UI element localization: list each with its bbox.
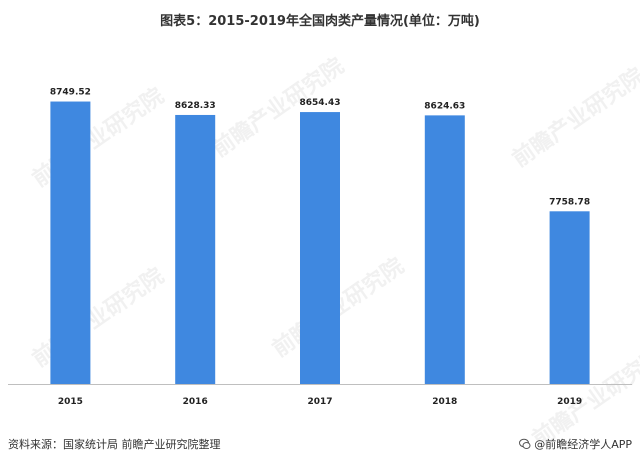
bars-group (50, 101, 590, 385)
x-tick-2016: 2016 (183, 397, 208, 407)
value-label-2019: 7758.78 (549, 197, 590, 207)
brand-footer: @前瞻经济学人APP (519, 436, 632, 452)
x-tick-2018: 2018 (432, 397, 457, 407)
bar-2018 (424, 115, 465, 385)
x-tick-2017: 2017 (307, 397, 332, 407)
bar-2017 (300, 112, 340, 384)
value-label-2016: 8628.33 (175, 101, 216, 111)
source-note: 资料来源：国家统计局 前瞻产业研究院整理 (8, 438, 221, 451)
x-tick-2019: 2019 (557, 397, 582, 407)
brand-label: @前瞻经济学人APP (534, 438, 632, 451)
chart-title: 图表5：2015-2019年全国肉类产量情况(单位：万吨) (160, 14, 480, 29)
bar-2015 (50, 101, 91, 385)
value-label-2017: 8654.43 (300, 98, 341, 108)
value-label-2018: 8624.63 (424, 101, 465, 111)
value-labels-group: 8749.52 8628.33 8654.43 8624.63 7758.78 (50, 88, 590, 208)
value-label-2015: 8749.52 (50, 88, 91, 98)
wechat-icon (519, 438, 531, 449)
x-tick-2015: 2015 (58, 397, 83, 407)
x-tick-labels-group: 2015 2016 2017 2018 2019 (58, 397, 582, 407)
bar-2019 (549, 211, 590, 384)
bar-2016 (175, 114, 216, 384)
